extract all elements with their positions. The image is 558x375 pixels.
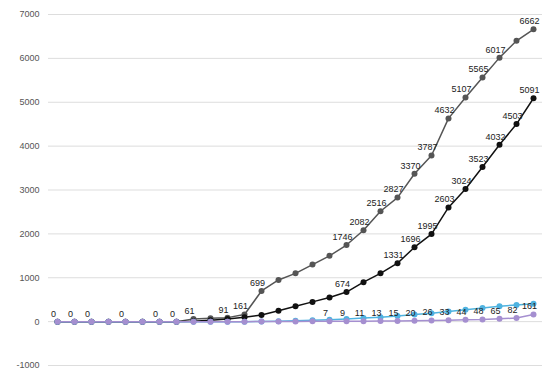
svg-text:0: 0: [34, 317, 39, 327]
svg-text:3787: 3787: [417, 142, 437, 152]
svg-text:699: 699: [250, 278, 265, 288]
svg-text:7: 7: [323, 308, 328, 318]
svg-text:0: 0: [85, 309, 90, 319]
svg-text:3523: 3523: [468, 154, 488, 164]
svg-text:15: 15: [388, 308, 398, 318]
svg-text:1000: 1000: [19, 273, 39, 283]
svg-text:5000: 5000: [19, 97, 39, 107]
svg-text:6662: 6662: [519, 16, 539, 26]
svg-text:3370: 3370: [400, 161, 420, 171]
svg-text:5565: 5565: [468, 64, 488, 74]
svg-text:5107: 5107: [451, 84, 471, 94]
svg-text:9: 9: [340, 308, 345, 318]
svg-text:20: 20: [405, 308, 415, 318]
svg-text:61: 61: [184, 306, 194, 316]
svg-text:2000: 2000: [19, 229, 39, 239]
svg-text:0: 0: [153, 309, 158, 319]
svg-text:2827: 2827: [383, 184, 403, 194]
svg-text:6017: 6017: [485, 45, 505, 55]
svg-text:0: 0: [51, 309, 56, 319]
svg-text:161: 161: [233, 301, 248, 311]
svg-text:3024: 3024: [451, 176, 471, 186]
svg-text:48: 48: [473, 306, 483, 316]
svg-text:-1000: -1000: [16, 360, 39, 370]
svg-text:65: 65: [490, 306, 500, 316]
svg-text:2603: 2603: [434, 194, 454, 204]
svg-text:1746: 1746: [332, 232, 352, 242]
svg-text:13: 13: [371, 308, 381, 318]
svg-text:2082: 2082: [349, 217, 369, 227]
svg-text:44: 44: [456, 307, 466, 317]
svg-text:3000: 3000: [19, 185, 39, 195]
svg-text:4032: 4032: [485, 132, 505, 142]
svg-text:674: 674: [335, 279, 350, 289]
svg-text:33: 33: [439, 307, 449, 317]
svg-text:161: 161: [522, 301, 537, 311]
svg-text:4503: 4503: [502, 111, 522, 121]
svg-text:4632: 4632: [434, 105, 454, 115]
svg-text:0: 0: [170, 309, 175, 319]
svg-text:5091: 5091: [519, 85, 539, 95]
svg-text:0: 0: [68, 309, 73, 319]
svg-text:11: 11: [355, 308, 364, 318]
svg-text:4000: 4000: [19, 141, 39, 151]
svg-text:1696: 1696: [400, 234, 420, 244]
svg-text:7000: 7000: [19, 9, 39, 19]
svg-text:1331: 1331: [383, 250, 403, 260]
svg-text:0: 0: [119, 309, 124, 319]
svg-text:2516: 2516: [366, 198, 386, 208]
svg-text:6000: 6000: [19, 53, 39, 63]
svg-text:91: 91: [218, 305, 228, 315]
svg-text:1995: 1995: [417, 221, 437, 231]
svg-text:26: 26: [422, 307, 432, 317]
svg-text:82: 82: [507, 305, 517, 315]
